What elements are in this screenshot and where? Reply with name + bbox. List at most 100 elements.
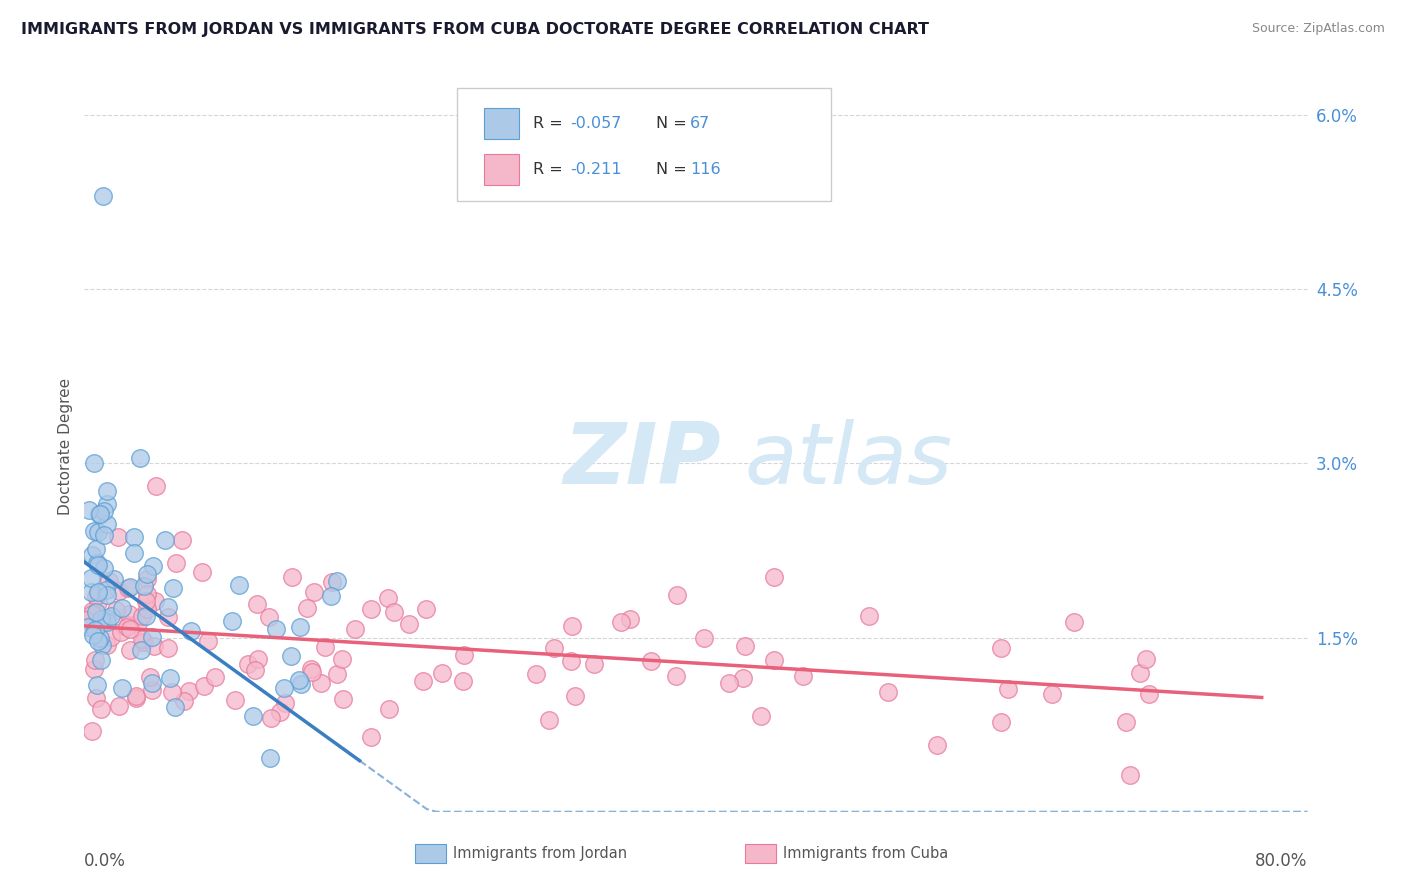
- Point: [145, 594, 167, 608]
- Point: [242, 709, 264, 723]
- Point: [245, 597, 267, 611]
- Point: [82, 604, 104, 618]
- Point: [80, 585, 103, 599]
- Point: [103, 572, 125, 586]
- Point: [84, 691, 107, 706]
- Point: [96, 615, 118, 629]
- Point: [321, 574, 343, 589]
- Point: [94, 582, 117, 597]
- Point: [129, 643, 152, 657]
- Point: [314, 640, 336, 654]
- Text: N =: N =: [655, 162, 686, 177]
- Point: [343, 622, 366, 636]
- Point: [159, 671, 181, 685]
- Point: [91, 189, 114, 203]
- Point: [330, 652, 353, 666]
- Point: [87, 558, 110, 572]
- Point: [990, 641, 1012, 656]
- Point: [86, 557, 108, 571]
- Point: [131, 608, 153, 623]
- Point: [93, 561, 115, 575]
- Point: [415, 602, 437, 616]
- Point: [173, 694, 195, 708]
- Point: [538, 713, 561, 727]
- Point: [792, 669, 814, 683]
- Point: [84, 653, 107, 667]
- Point: [143, 639, 166, 653]
- Point: [280, 648, 302, 663]
- Point: [228, 578, 250, 592]
- Point: [165, 556, 187, 570]
- Text: Immigrants from Jordan: Immigrants from Jordan: [453, 847, 627, 861]
- Point: [87, 584, 110, 599]
- Point: [118, 607, 141, 622]
- Point: [76, 620, 98, 634]
- Point: [1137, 687, 1160, 701]
- Point: [269, 705, 291, 719]
- Point: [135, 586, 157, 600]
- Point: [117, 581, 139, 595]
- Point: [118, 643, 141, 657]
- Point: [259, 609, 281, 624]
- Point: [295, 601, 318, 615]
- Point: [111, 681, 134, 696]
- Point: [135, 608, 157, 623]
- Point: [177, 684, 200, 698]
- FancyBboxPatch shape: [484, 108, 519, 139]
- Point: [299, 662, 322, 676]
- Point: [718, 676, 741, 690]
- Point: [273, 681, 295, 695]
- Text: atlas: atlas: [745, 419, 953, 502]
- Point: [89, 631, 111, 645]
- Point: [157, 610, 180, 624]
- Point: [96, 497, 118, 511]
- Point: [927, 738, 949, 752]
- Point: [75, 614, 97, 628]
- Point: [204, 670, 226, 684]
- Text: 67: 67: [690, 116, 710, 131]
- Point: [666, 588, 689, 602]
- Point: [118, 622, 141, 636]
- Point: [326, 667, 349, 681]
- Point: [990, 714, 1012, 729]
- Point: [84, 541, 107, 556]
- Text: -0.211: -0.211: [569, 162, 621, 177]
- Point: [733, 671, 755, 685]
- Point: [83, 524, 105, 538]
- Point: [360, 730, 382, 744]
- Point: [108, 699, 131, 714]
- Point: [224, 693, 246, 707]
- Point: [1135, 652, 1157, 666]
- Point: [135, 594, 157, 608]
- Point: [170, 533, 193, 548]
- Point: [180, 624, 202, 638]
- Point: [142, 558, 165, 573]
- Point: [145, 479, 167, 493]
- Point: [524, 667, 547, 681]
- Point: [135, 567, 157, 582]
- Point: [87, 524, 110, 539]
- Point: [734, 639, 756, 653]
- Point: [96, 516, 118, 531]
- Point: [100, 630, 122, 644]
- Text: 0.0%: 0.0%: [84, 853, 127, 871]
- Point: [89, 507, 111, 521]
- Text: 116: 116: [690, 162, 720, 177]
- Point: [83, 457, 105, 471]
- Point: [83, 662, 105, 676]
- Point: [301, 665, 323, 680]
- Point: [288, 673, 311, 687]
- Point: [360, 602, 382, 616]
- Point: [247, 652, 270, 666]
- Point: [560, 654, 582, 668]
- Point: [90, 652, 112, 666]
- Point: [94, 611, 117, 625]
- Point: [120, 580, 142, 594]
- Point: [430, 665, 453, 680]
- Point: [288, 620, 311, 634]
- Point: [1115, 714, 1137, 729]
- Point: [82, 628, 104, 642]
- Point: [876, 685, 898, 699]
- Text: N =: N =: [655, 116, 686, 131]
- Text: IMMIGRANTS FROM JORDAN VS IMMIGRANTS FROM CUBA DOCTORATE DEGREE CORRELATION CHAR: IMMIGRANTS FROM JORDAN VS IMMIGRANTS FRO…: [21, 22, 929, 37]
